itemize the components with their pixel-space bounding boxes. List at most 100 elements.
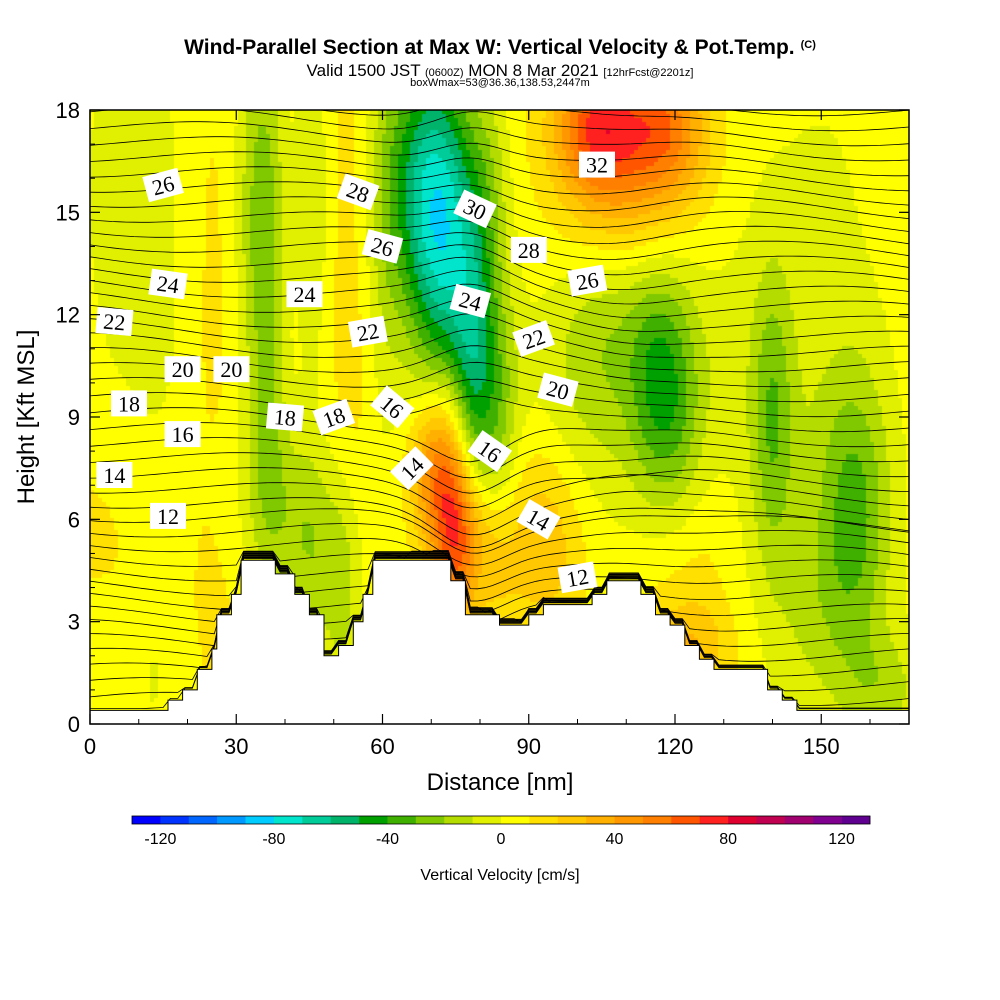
valid-zulu: (0600Z) bbox=[425, 67, 464, 79]
colorbar-swatch bbox=[642, 816, 672, 824]
isentrope-line bbox=[90, 467, 909, 523]
isentrope-line bbox=[90, 392, 909, 433]
isentrope-line bbox=[90, 61, 909, 101]
theta-label-box bbox=[164, 356, 201, 383]
colorbar-swatch bbox=[415, 816, 445, 824]
isentrope-line bbox=[90, 523, 909, 566]
isentrope-line bbox=[90, 269, 909, 319]
theta-label-box bbox=[111, 390, 147, 417]
theta-label-text: 18 bbox=[273, 404, 297, 431]
colorbar-swatch bbox=[330, 816, 360, 824]
theta-label-box bbox=[557, 561, 598, 594]
colorbar-tick-label: -80 bbox=[262, 831, 285, 848]
theta-label-text: 12 bbox=[565, 564, 591, 592]
theta-label: 18 bbox=[265, 402, 305, 432]
y-tick-label: 12 bbox=[56, 303, 80, 328]
theta-label-box bbox=[347, 315, 388, 348]
y-tick-label: 9 bbox=[68, 405, 80, 430]
terrain-mask bbox=[89, 559, 910, 725]
colorbar-swatch bbox=[302, 816, 331, 824]
y-tick-label: 15 bbox=[56, 200, 80, 225]
theta-label-box bbox=[537, 372, 579, 407]
colorbar-swatch bbox=[813, 816, 842, 824]
valid-date: MON 8 Mar 2021 bbox=[468, 61, 599, 80]
theta-label-box bbox=[148, 268, 188, 300]
isentrope-line bbox=[90, 232, 909, 276]
isentrope-line bbox=[90, 196, 909, 232]
theta-label-box bbox=[370, 385, 415, 429]
theta-label-box bbox=[389, 446, 434, 491]
isentrope-line bbox=[90, 452, 909, 509]
isentrope-line bbox=[90, 283, 909, 332]
theta-label-text: 28 bbox=[518, 238, 540, 263]
theta-label: 22 bbox=[347, 315, 388, 348]
colorbar-swatch bbox=[671, 816, 700, 824]
x-axis-label: Distance [nm] bbox=[427, 769, 574, 796]
colorbar-swatch bbox=[784, 816, 814, 824]
theta-label-text: 18 bbox=[118, 391, 140, 416]
theta-label: 26 bbox=[142, 167, 184, 203]
colorbar-swatch bbox=[557, 816, 587, 824]
theta-label-box bbox=[312, 398, 356, 436]
theta-label-box bbox=[361, 229, 404, 264]
theta-label: 26 bbox=[361, 229, 404, 264]
theta-label-box bbox=[213, 356, 250, 383]
isentrope-line bbox=[727, 110, 909, 117]
isentrope-line bbox=[90, 550, 909, 590]
colorbar-swatch bbox=[132, 816, 161, 824]
colorbar-swatch bbox=[529, 816, 559, 824]
isentrope-line bbox=[90, 256, 909, 305]
isentrope-line bbox=[90, 220, 909, 260]
theta-label-box bbox=[286, 281, 323, 308]
theta-label: 32 bbox=[579, 151, 615, 178]
theta-label-box bbox=[512, 320, 555, 357]
isentrope-line bbox=[90, 208, 909, 245]
theta-label-text: 16 bbox=[172, 422, 194, 447]
x-axis-ticks: 0 30 60 90 120 150 bbox=[84, 110, 871, 759]
isentrope-line bbox=[90, 552, 909, 613]
theta-label-box bbox=[467, 430, 513, 473]
theta-label-box bbox=[510, 236, 547, 263]
colorbar-tick-label: -120 bbox=[144, 831, 176, 848]
valid-time-line: Valid 1500 JST (0600Z) MON 8 Mar 2021 [1… bbox=[0, 61, 1000, 81]
isentrope-line bbox=[90, 151, 909, 192]
colorbar-swatch bbox=[472, 816, 502, 824]
colorbar-swatch bbox=[501, 816, 530, 824]
colorbar-swatch bbox=[160, 816, 190, 824]
theta-label-box bbox=[336, 173, 380, 211]
isentrope-line bbox=[90, 244, 909, 291]
colorbar-swatch bbox=[188, 816, 218, 824]
theta-label: 22 bbox=[95, 306, 134, 337]
theta-label-text: 22 bbox=[102, 309, 126, 336]
colorbar-swatch bbox=[728, 816, 757, 824]
isentrope-line bbox=[90, 110, 909, 147]
colorbar-swatch bbox=[586, 816, 615, 824]
theta-label: 20 bbox=[213, 356, 250, 383]
isentrope-line bbox=[90, 298, 909, 345]
theta-label-box bbox=[453, 189, 497, 229]
isentrope-line bbox=[90, 537, 909, 578]
x-tick-label: 30 bbox=[224, 734, 248, 759]
colorbar-swatch bbox=[217, 816, 246, 824]
theta-label-box bbox=[164, 421, 201, 448]
forecast-tag: [12hrFcst@2201z] bbox=[603, 67, 694, 79]
colorbar-tick-label: 80 bbox=[719, 831, 737, 848]
theta-label-box bbox=[95, 306, 134, 337]
colorbar-label: Vertical Velocity [cm/s] bbox=[420, 867, 579, 884]
isentrope-line bbox=[90, 482, 909, 536]
y-axis-ticks: 0 3 6 9 12 15 18 bbox=[56, 98, 909, 737]
isentrope-line bbox=[90, 313, 909, 358]
isentrope-line bbox=[90, 166, 909, 206]
isentrope-line bbox=[90, 121, 909, 162]
colorbar-tick-label: 0 bbox=[497, 831, 506, 848]
colorbar-swatch bbox=[359, 816, 388, 824]
isentrope-line bbox=[90, 508, 909, 554]
theta-label: 28 bbox=[336, 173, 380, 211]
theta-label: 24 bbox=[148, 268, 188, 300]
copyright-mark: (C) bbox=[800, 39, 816, 51]
x-tick-label: 150 bbox=[803, 734, 840, 759]
colorbar-swatch bbox=[614, 816, 644, 824]
x-tick-label: 0 bbox=[84, 734, 96, 759]
theta-label: 28 bbox=[510, 236, 547, 263]
